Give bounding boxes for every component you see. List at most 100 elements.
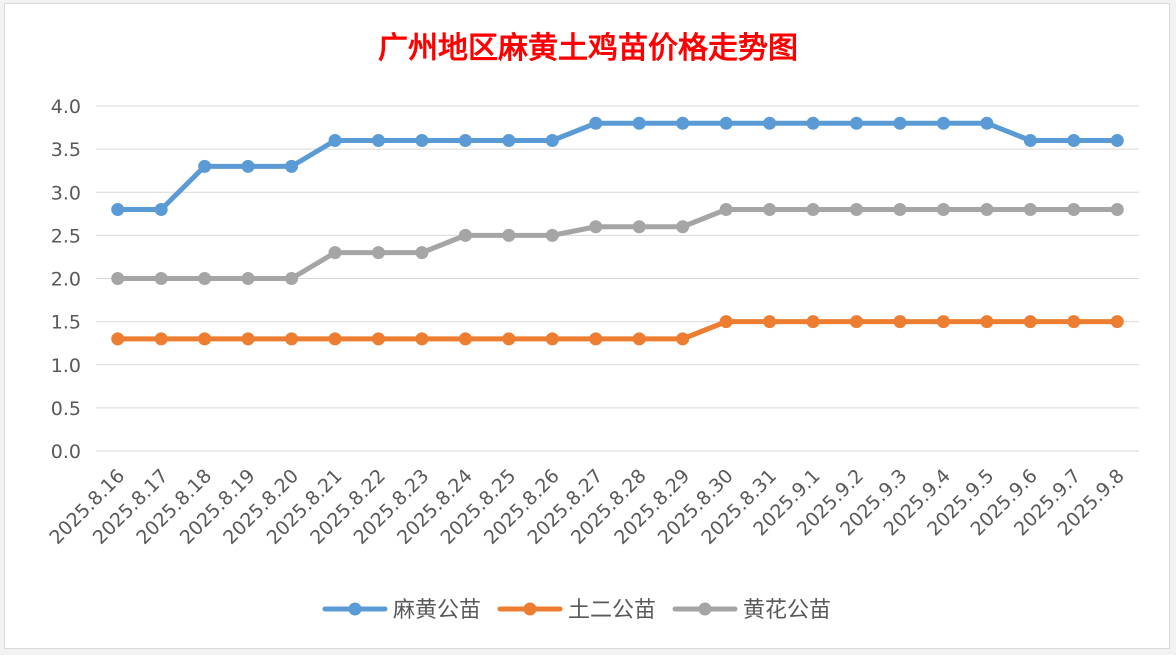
data-point xyxy=(893,315,907,329)
data-point xyxy=(154,203,168,216)
data-point xyxy=(936,315,950,329)
data-point xyxy=(589,116,603,130)
y-tick-label: 3.0 xyxy=(51,182,81,204)
data-point xyxy=(545,134,559,147)
data-point xyxy=(589,220,603,234)
data-point xyxy=(415,332,429,346)
data-point xyxy=(806,203,820,216)
data-point xyxy=(1023,203,1037,216)
data-point xyxy=(241,159,255,173)
data-point xyxy=(328,332,342,346)
data-point xyxy=(415,134,429,147)
data-point xyxy=(502,228,516,242)
data-point xyxy=(285,272,299,285)
data-point xyxy=(763,116,777,130)
y-tick-label: 1.5 xyxy=(51,312,81,334)
data-point xyxy=(198,272,212,285)
data-point xyxy=(285,332,299,346)
data-point xyxy=(980,315,994,329)
data-point xyxy=(763,203,777,216)
y-tick-label: 4.0 xyxy=(51,96,81,118)
data-point xyxy=(502,332,516,346)
series-layer xyxy=(111,116,1124,346)
data-point xyxy=(806,116,820,130)
legend-label: 土二公苗 xyxy=(568,598,656,623)
data-point xyxy=(458,332,472,346)
y-tick-label: 2.5 xyxy=(51,225,81,247)
data-point xyxy=(893,203,907,216)
data-point xyxy=(893,116,907,130)
chart-title: 广州地区麻黄土鸡苗价格走势图 xyxy=(378,31,798,66)
data-point xyxy=(154,272,168,285)
data-point xyxy=(458,228,472,242)
data-point xyxy=(285,159,299,173)
data-point xyxy=(1110,203,1124,216)
x-axis: 2025.8.162025.8.172025.8.182025.8.192025… xyxy=(45,465,1128,549)
legend-item-1: 麻黄公苗 xyxy=(322,598,481,623)
y-tick-label: 3.5 xyxy=(51,139,81,161)
y-axis: 0.0 0.5 1.0 1.5 2.0 2.5 3.0 3.5 4.0 xyxy=(51,96,81,463)
data-point xyxy=(632,116,646,130)
data-point xyxy=(1067,203,1081,216)
data-point xyxy=(1110,134,1124,147)
data-point xyxy=(719,116,733,130)
data-point xyxy=(111,272,125,285)
y-tick-label: 2.0 xyxy=(51,269,81,291)
legend-label: 麻黄公苗 xyxy=(393,598,481,623)
data-point xyxy=(980,203,994,216)
data-point xyxy=(1023,134,1037,147)
data-point xyxy=(198,332,212,346)
legend-label: 黄花公苗 xyxy=(743,598,831,623)
data-point xyxy=(328,246,342,260)
data-point xyxy=(371,332,385,346)
data-point xyxy=(1110,315,1124,329)
data-point xyxy=(458,134,472,147)
data-point xyxy=(850,315,864,329)
legend-item-3: 黄花公苗 xyxy=(672,598,831,623)
data-point xyxy=(850,116,864,130)
data-point xyxy=(371,134,385,147)
data-point xyxy=(328,134,342,147)
legend: 麻黄公苗 土二公苗 黄花公苗 xyxy=(322,598,831,623)
data-point xyxy=(502,134,516,147)
data-point xyxy=(198,159,212,173)
data-point xyxy=(719,203,733,216)
y-tick-label: 0.5 xyxy=(51,398,81,420)
data-point xyxy=(241,332,255,346)
series-1 xyxy=(111,116,1124,216)
y-tick-label: 0.0 xyxy=(51,441,81,463)
legend-swatch-marker xyxy=(698,602,712,616)
data-point xyxy=(632,220,646,234)
data-point xyxy=(676,332,690,346)
y-tick-label: 1.0 xyxy=(51,355,81,377)
data-point xyxy=(676,220,690,234)
data-point xyxy=(676,116,690,130)
data-point xyxy=(850,203,864,216)
series-2 xyxy=(111,315,1124,346)
line-chart: 广州地区麻黄土鸡苗价格走势图 0.0 0.5 1.0 1.5 2.0 2.5 3.0 3.5 4… xyxy=(45,31,1139,623)
data-point xyxy=(371,246,385,260)
series-line xyxy=(115,120,1120,212)
chart-frame: 广州地区麻黄土鸡苗价格走势图 0.0 0.5 1.0 1.5 2.0 2.5 3.0 3.5 4… xyxy=(4,3,1170,649)
data-point xyxy=(719,315,733,329)
data-point xyxy=(415,246,429,260)
series-line xyxy=(115,319,1120,342)
data-point xyxy=(545,228,559,242)
data-point xyxy=(1023,315,1037,329)
data-point xyxy=(763,315,777,329)
legend-swatch-marker xyxy=(348,602,362,616)
data-point xyxy=(936,203,950,216)
series-line xyxy=(115,207,1120,281)
data-point xyxy=(1067,134,1081,147)
series-3 xyxy=(111,203,1124,285)
data-point xyxy=(1067,315,1081,329)
data-point xyxy=(545,332,559,346)
data-point xyxy=(111,332,125,346)
data-point xyxy=(154,332,168,346)
data-point xyxy=(936,116,950,130)
data-point xyxy=(111,203,125,216)
data-point xyxy=(980,116,994,130)
data-point xyxy=(241,272,255,285)
data-point xyxy=(632,332,646,346)
data-point xyxy=(589,332,603,346)
